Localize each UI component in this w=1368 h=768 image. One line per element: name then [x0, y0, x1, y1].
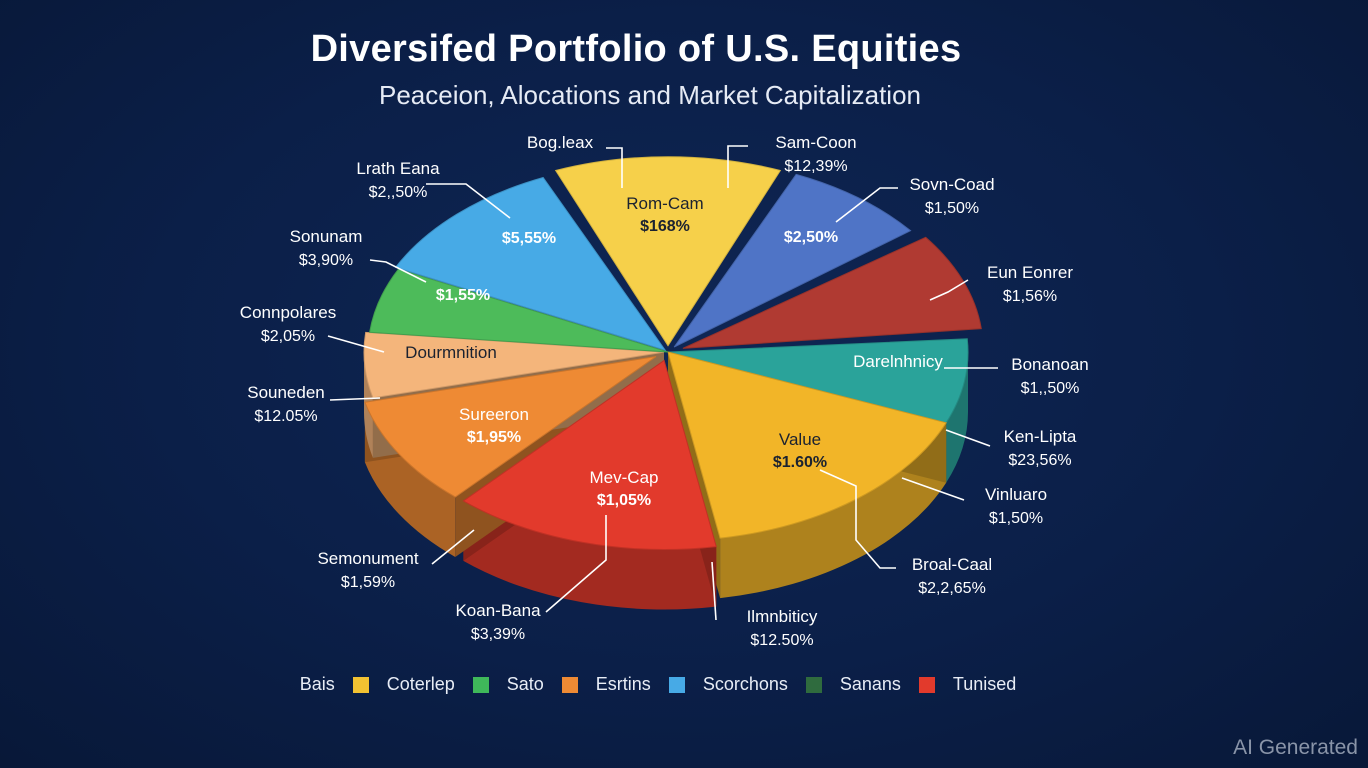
- callout-value: $1,56%: [1003, 288, 1057, 305]
- legend-swatch: [918, 676, 935, 693]
- callout-name: Broal-Caal: [912, 555, 992, 574]
- legend-entry-label: Bais: [299, 674, 335, 694]
- callout-leader-line: [835, 187, 898, 223]
- pie-slice: [667, 338, 969, 424]
- callout-name: Semonument: [317, 549, 418, 568]
- slice-label: Mev-Cap: [590, 468, 659, 487]
- slice-label: Sureeron: [459, 405, 529, 424]
- slice-value-label: $1,95%: [467, 429, 521, 446]
- callout-name: Sovn-Coad: [909, 175, 994, 194]
- legend-entry-label: Esrtins: [595, 674, 651, 694]
- callout-value: $2,,50%: [369, 184, 428, 201]
- callout-value: $2,05%: [261, 328, 315, 345]
- legend-entry-label: Scorchons: [702, 674, 788, 694]
- chart-title: Diversifed Portfolio of U.S. Equities: [310, 28, 962, 70]
- pie-slice: [554, 156, 782, 347]
- legend-entry-label: Coterlep: [386, 674, 455, 694]
- callout-leader-line: [727, 145, 748, 188]
- callout-name: Souneden: [247, 383, 325, 402]
- slice-label: Dourmnition: [405, 343, 497, 362]
- callout-value: $12.05%: [254, 408, 317, 425]
- callout-value: $3,39%: [471, 626, 525, 643]
- callout-leader-line: [327, 335, 385, 353]
- pie-slice: [682, 236, 982, 349]
- callout-name: Ken-Lipta: [1004, 427, 1077, 446]
- slice-value-label: $1,55%: [436, 287, 490, 304]
- legend-swatch: [472, 676, 489, 693]
- legend-entry-label: Sato: [506, 674, 544, 694]
- callout-name: Sonunam: [290, 227, 363, 246]
- callout-name: Bonanoan: [1011, 355, 1089, 374]
- legend-entry-label: Sanans: [839, 674, 901, 694]
- ai-generated-watermark: AI Generated: [1233, 736, 1358, 759]
- slice-label: Value: [779, 430, 821, 449]
- callout-value: $1,59%: [341, 574, 395, 591]
- callout-leader-line: [929, 279, 969, 301]
- slice-value-label: $5,55%: [502, 230, 556, 247]
- callout-value: $1,,50%: [1021, 380, 1080, 397]
- callout-leader-line: [329, 397, 381, 401]
- slice-value-label: $1.60%: [773, 454, 827, 471]
- callout-leader-line: [369, 259, 427, 283]
- slice-value-label: $1,05%: [597, 492, 651, 509]
- pie-slice-side: [946, 352, 968, 483]
- callout-leader-line: [545, 515, 607, 613]
- callout-leader-line: [901, 477, 965, 501]
- legend-swatch: [561, 676, 578, 693]
- slice-value-label: $168%: [640, 218, 690, 235]
- callout-leader-line: [606, 147, 623, 188]
- callout-name: Ilmnbiticy: [747, 607, 818, 626]
- pie-slice-side: [720, 422, 947, 599]
- callout-leader-line: [945, 429, 991, 447]
- legend-swatch: [352, 676, 369, 693]
- legend: Bais Coterlep Sato Esrtins Scorchons San…: [0, 674, 1316, 695]
- slice-label: Darelnhnicy: [853, 352, 943, 371]
- callout-name: Connpolares: [240, 303, 336, 322]
- pie-slice-side: [463, 500, 717, 610]
- callout-value: $3,90%: [299, 252, 353, 269]
- callout-value: $1,50%: [925, 200, 979, 217]
- pie-slice: [394, 176, 667, 352]
- callout-name: Vinluaro: [985, 485, 1047, 504]
- callout-name: Sam-Coon: [775, 133, 856, 152]
- pie-slice: [462, 359, 717, 550]
- pie-slice: [673, 173, 912, 348]
- callout-leader-line: [819, 469, 896, 569]
- slice-value-label: $2,50%: [784, 229, 838, 246]
- callout-leader-line: [711, 561, 717, 621]
- callout-value: $2,2,65%: [918, 580, 986, 597]
- callout-name: Koan-Bana: [455, 601, 541, 620]
- callout-leader-line: [431, 529, 475, 565]
- pie-slice: [364, 356, 657, 498]
- callout-name: Eun Eonrer: [987, 263, 1073, 282]
- slice-label: Rom-Cam: [626, 194, 703, 213]
- callout-value: $23,56%: [1008, 452, 1071, 469]
- callout-value: $1,50%: [989, 510, 1043, 527]
- pie-slice: [369, 268, 669, 353]
- legend-swatch: [805, 676, 822, 693]
- callout-name: Lrath Eana: [356, 159, 440, 178]
- callout-value: $12.50%: [750, 632, 813, 649]
- legend-swatch: [668, 676, 685, 693]
- callout-leader-line: [426, 183, 511, 219]
- callout-name: Bog.leax: [527, 133, 594, 152]
- callout-value: $12,39%: [784, 158, 847, 175]
- chart-subtitle: Peaceion, Alocations and Market Capitali…: [379, 80, 921, 110]
- legend-entry-label: Tunised: [952, 674, 1017, 694]
